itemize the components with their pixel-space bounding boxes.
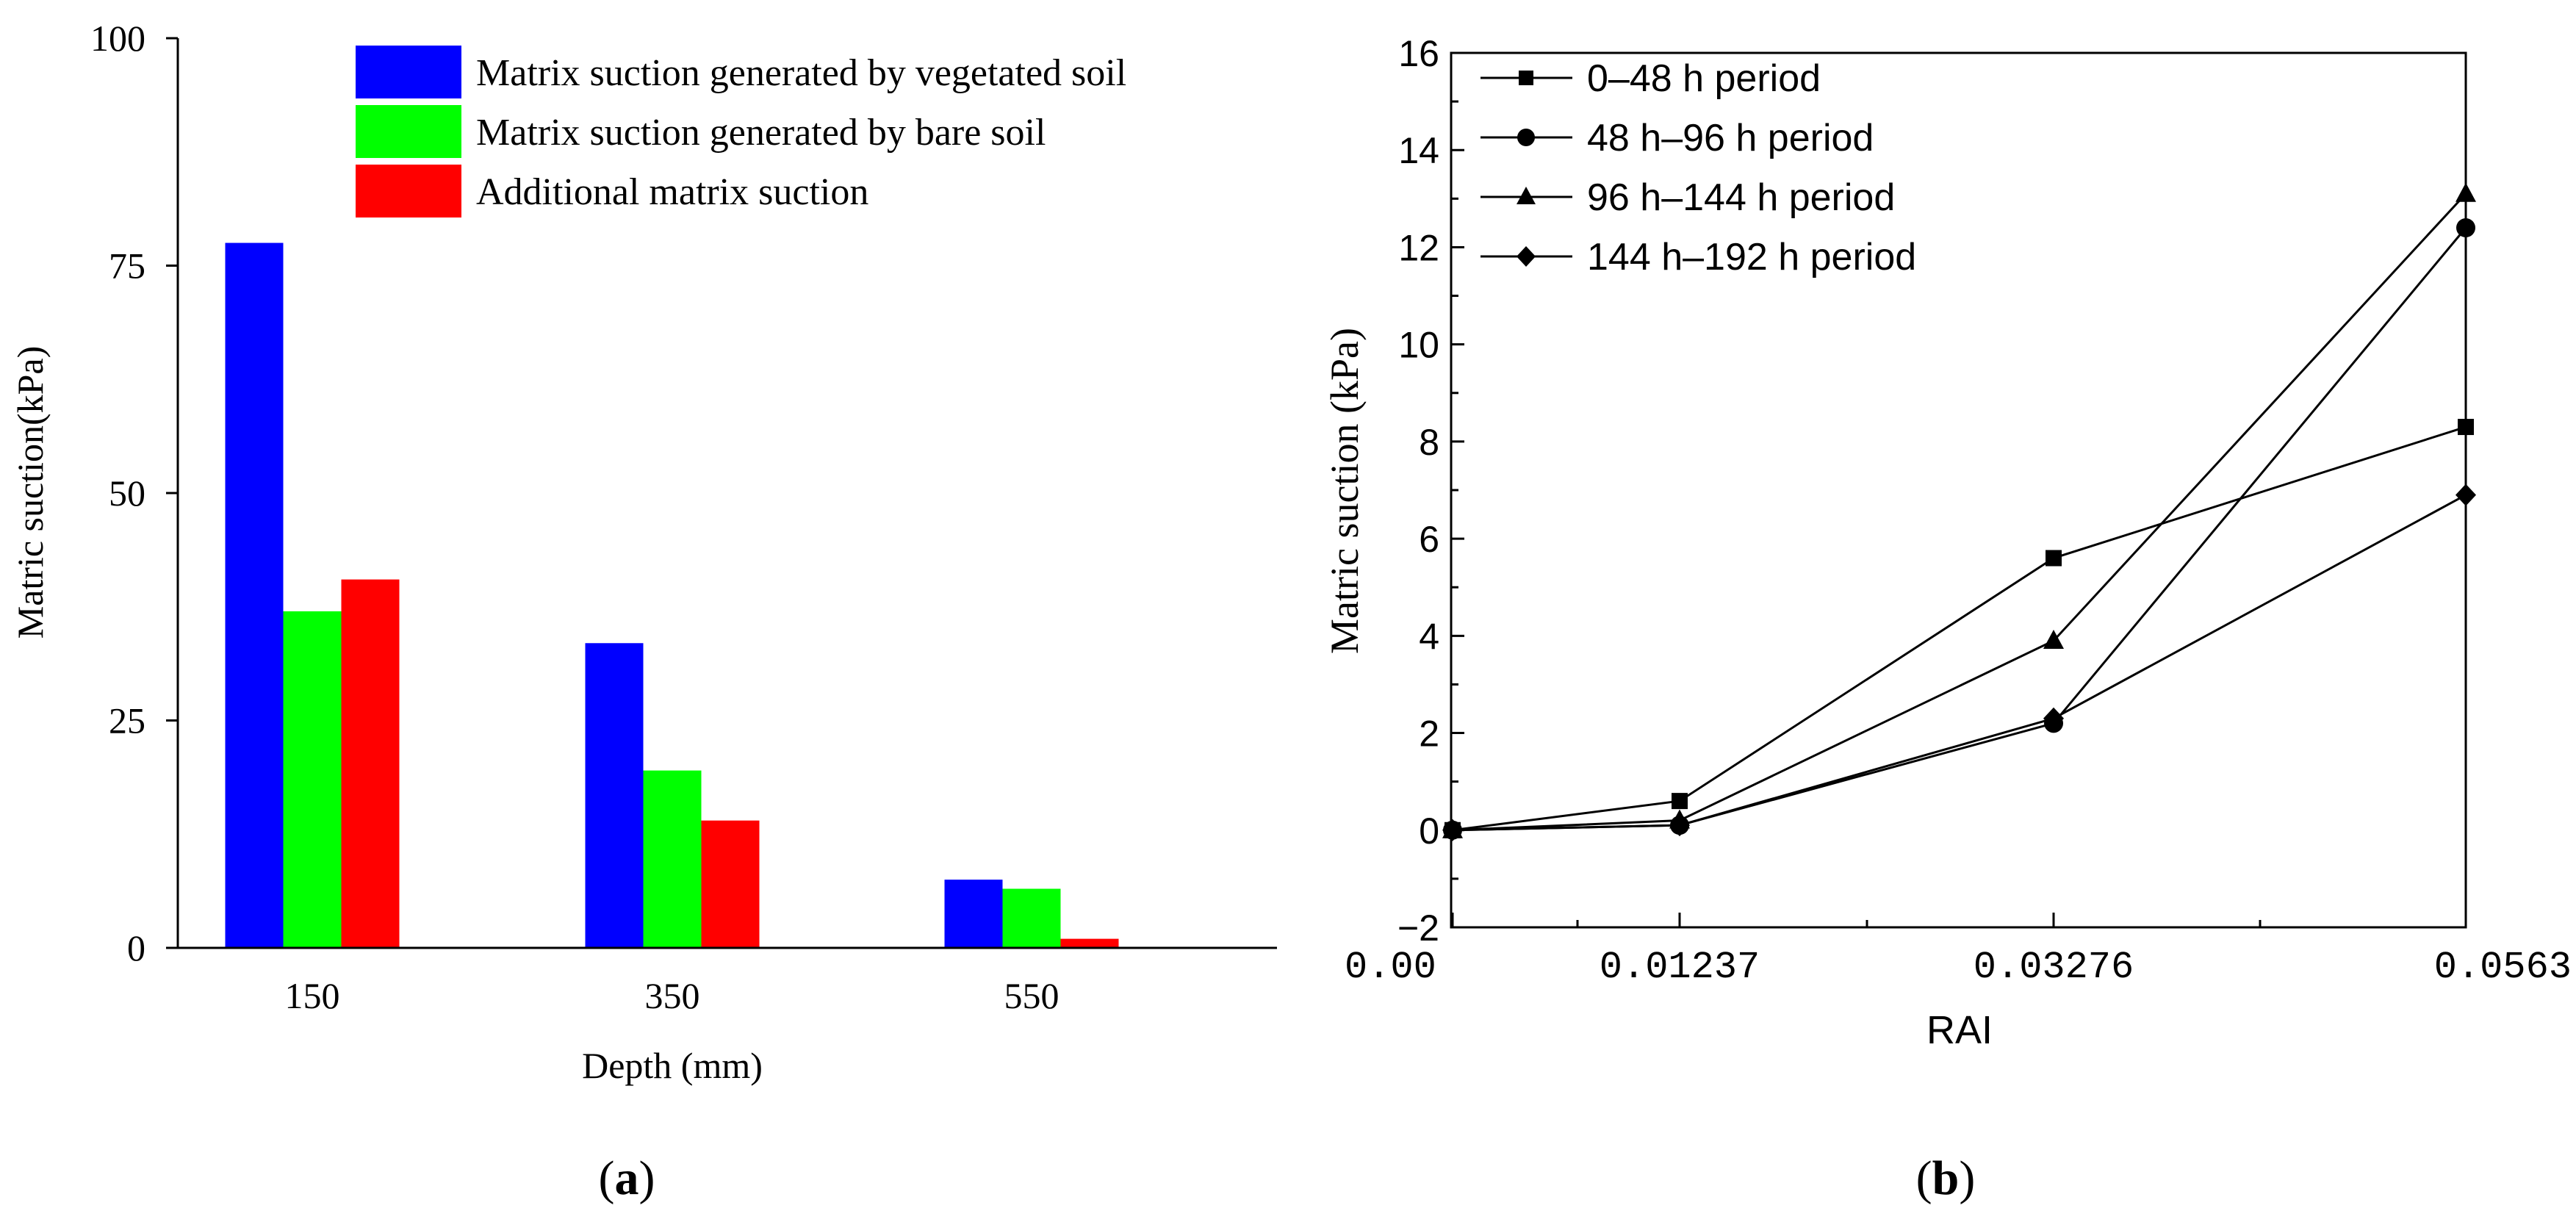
chart-b-series-line	[1452, 227, 2467, 832]
chart-b-y-tick-label: 10	[1398, 325, 1439, 366]
chart-b-triangle-marker	[1517, 187, 1536, 204]
chart-b-y-tick-label: 16	[1398, 33, 1439, 74]
chart-b-legend-label: 144 h–192 h period	[1587, 236, 1916, 278]
chart-a-bar	[701, 820, 760, 948]
chart-b-x-tick-label: 0.03276	[1974, 946, 2134, 989]
chart-b-square-marker	[2458, 419, 2474, 436]
chart-a-bar	[283, 611, 342, 948]
panel-b-letter: b	[1932, 1151, 1960, 1205]
chart-b-diamond-marker	[2456, 483, 2476, 506]
chart-b-x-tick-label: 0.00	[1345, 946, 1436, 989]
chart-a-y-ticks: 0 25 50 75 100	[90, 18, 178, 968]
chart-a-x-axis-label: Depth (mm)	[582, 1045, 763, 1086]
chart-a-legend-label: Matrix suction generated by vegetated so…	[476, 52, 1126, 94]
chart-a-bar	[341, 579, 400, 948]
chart-a-y-tick-label: 0	[127, 927, 145, 968]
chart-b-legend: 0–48 h period 48 h–96 h period 96 h–144 h …	[1481, 57, 1916, 278]
chart-b-y-tick-label: 4	[1419, 616, 1439, 657]
panel-a-letter: a	[615, 1151, 639, 1205]
chart-b-y-ticks: −2 0 2 4 6 8 10 12 14 16	[1397, 33, 1464, 949]
chart-b-series-line	[1452, 193, 2467, 832]
chart-b-series-line	[1452, 494, 2467, 832]
chart-a-bar	[225, 242, 284, 948]
chart-b-markers	[1442, 182, 2476, 841]
chart-a-y-tick-label: 75	[109, 245, 145, 287]
chart-a-legend-swatch	[356, 165, 461, 217]
chart-b-x-axis-label: RAI	[1926, 1008, 1993, 1052]
chart-b-y-tick-label: 12	[1398, 227, 1439, 268]
chart-b-y-tick-label: 6	[1419, 519, 1439, 560]
chart-a-legend-label: Matrix suction generated by bare soil	[476, 112, 1046, 154]
chart-a-bars	[225, 242, 1119, 948]
chart-b-x-ticks: 0.00 0.01237 0.03276 0.0563	[1345, 913, 2572, 989]
chart-a-y-tick-label: 25	[109, 700, 145, 741]
chart-b-diamond-marker	[2043, 707, 2064, 730]
chart-b-y-tick-label: 8	[1419, 422, 1439, 463]
chart-b-diamond-marker	[1517, 246, 1536, 267]
chart-b-y-tick-label: −2	[1397, 907, 1439, 949]
chart-b-legend-label: 48 h–96 h period	[1587, 117, 1874, 159]
chart-b-y-tick-label: 2	[1419, 713, 1439, 755]
chart-a-bar	[1060, 938, 1119, 948]
chart-a-y-tick-label: 50	[109, 472, 145, 514]
chart-b-square-marker	[2046, 550, 2062, 567]
chart-a: 0 25 50 75 100 150 350 550 Matric suction(kPa)…	[10, 18, 1277, 1205]
chart-b-y-axis-label: Matric suction (kPa)	[1323, 328, 1367, 654]
chart-b-circle-marker	[1517, 129, 1535, 146]
chart-b-legend-label: 96 h–144 h period	[1587, 176, 1895, 219]
chart-a-x-ticks: 150 350 550	[285, 975, 1059, 1016]
chart-b-triangle-marker	[2456, 182, 2476, 202]
chart-a-x-tick-label: 550	[1004, 975, 1059, 1016]
chart-a-y-tick-label: 100	[90, 18, 145, 59]
chart-b-x-tick-label: 0.0563	[2434, 946, 2572, 989]
chart-b-square-marker	[1519, 71, 1533, 85]
chart-b-diamond-marker	[1669, 814, 1690, 837]
chart-a-legend-swatch	[356, 105, 461, 158]
chart-b-circle-marker	[2456, 218, 2475, 237]
chart-a-bar	[1002, 888, 1061, 948]
chart-b-triangle-marker	[2043, 629, 2064, 649]
chart-b-square-marker	[1672, 793, 1688, 810]
chart-b-x-tick-label: 0.01237	[1600, 946, 1760, 989]
chart-a-legend-label: Additional matrix suction	[476, 171, 868, 213]
chart-b-series-line	[1452, 425, 2467, 832]
chart-b-diamond-marker	[1442, 819, 1463, 841]
chart-a-x-tick-label: 350	[645, 975, 700, 1016]
panel-a-label: (a)	[599, 1151, 655, 1205]
chart-a-y-axis-label: Matric suction(kPa)	[10, 346, 51, 639]
chart-a-x-tick-label: 150	[285, 975, 340, 1016]
panel-b-label: (b)	[1916, 1151, 1976, 1205]
chart-b-series-lines	[1452, 193, 2467, 832]
chart-a-bar	[944, 880, 1003, 948]
chart-b-y-tick-label: 14	[1398, 130, 1439, 171]
chart-b-legend-label: 0–48 h period	[1587, 57, 1821, 100]
chart-b-y-tick-label: 0	[1419, 810, 1439, 852]
chart-a-legend: Matrix suction generated by vegetated so…	[356, 46, 1126, 217]
chart-b: −2 0 2 4 6 8 10 12 14 16 0.00 0.01237 0.03276 0.0563…	[1323, 33, 2572, 1205]
chart-a-legend-swatch	[356, 46, 461, 98]
chart-a-bar	[643, 770, 702, 948]
chart-a-bar	[585, 643, 644, 948]
